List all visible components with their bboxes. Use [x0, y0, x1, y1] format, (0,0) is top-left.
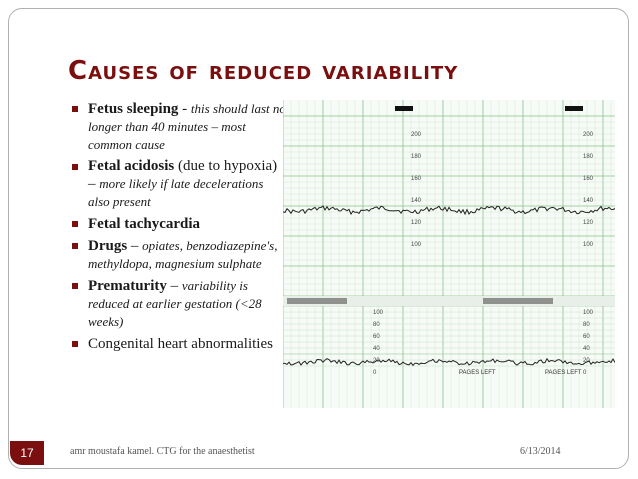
bullet-rest: Congenital heart abnormalities: [88, 336, 273, 352]
scale-tick-label: 0: [373, 370, 377, 376]
recorder-marker: [565, 106, 583, 111]
fhr-scale-labels: 200 200 180 180 160 160 140 140 120 120 100 100: [411, 132, 594, 248]
footer-date: 6/13/2014: [520, 446, 561, 457]
bullet-main: Fetal acidosis: [88, 158, 175, 174]
scale-tick-label: 0: [583, 370, 587, 376]
bullet-main: Prematurity: [88, 278, 167, 294]
scale-tick-label: 160: [411, 176, 422, 182]
toco-trace: [283, 357, 616, 367]
scale-tick-label: 80: [373, 322, 380, 328]
bullet-item: Prematurity – variability is reduced at …: [70, 277, 288, 331]
scale-tick-label: 60: [583, 334, 590, 340]
ctg-strip-text: [483, 298, 553, 304]
ctg-trace-image: 200 200 180 180 160 160 140 140 120 120 100 100 100…: [282, 100, 616, 408]
bullet-marker: [72, 341, 78, 347]
slide-number-badge: 17: [10, 441, 44, 465]
bullet-marker: [72, 106, 78, 112]
scale-tick-label: 120: [411, 220, 422, 226]
bullet-marker: [72, 221, 78, 227]
scale-tick-label: 40: [583, 346, 590, 352]
bullet-marker: [72, 243, 78, 249]
scale-tick-label: 80: [583, 322, 590, 328]
pages-left-label: PAGES LEFT: [459, 370, 496, 376]
bullet-rest: –: [127, 238, 143, 254]
ctg-grid: [282, 100, 615, 408]
scale-tick-label: 100: [583, 310, 594, 316]
bullet-item: Fetal acidosis (due to hypoxia) – more l…: [70, 158, 288, 211]
bullet-marker: [72, 283, 78, 289]
fhr-trace: [282, 205, 616, 216]
bullet-note: this should last no longer than 40 minut…: [88, 101, 286, 152]
bullet-rest: –: [166, 278, 182, 294]
scale-tick-label: 200: [411, 132, 422, 138]
scale-tick-label: 200: [583, 132, 594, 138]
scale-tick-label: 140: [411, 198, 422, 204]
bullet-item: Drugs – opiates, benzodiazepine's, methy…: [70, 237, 288, 273]
bullet-list: Fetus sleeping - this should last no lon…: [70, 100, 288, 357]
scale-tick-label: 180: [411, 154, 422, 160]
bullet-main: Drugs: [88, 238, 128, 254]
scale-tick-label: 160: [583, 176, 594, 182]
scale-tick-label: 120: [583, 220, 594, 226]
bullet-note: variability is reduced at earlier gestat…: [88, 278, 262, 329]
bullet-main: Fetus sleeping: [88, 101, 179, 117]
bullet-item: Fetal tachycardia: [70, 215, 288, 233]
bullet-marker: [72, 164, 78, 170]
bullet-item: Fetus sleeping - this should last no lon…: [70, 100, 288, 154]
footer-text: amr moustafa kamel. CTG for the anaesthe…: [70, 446, 255, 457]
scale-tick-label: 20: [583, 358, 590, 364]
scale-tick-label: 100: [583, 242, 594, 248]
ctg-strip-header: [283, 296, 615, 306]
scale-tick-label: 140: [583, 198, 594, 204]
bullet-rest: (due to hypoxia) –: [88, 158, 278, 192]
scale-tick-label: 180: [583, 154, 594, 160]
scale-tick-label: 100: [373, 310, 384, 316]
scale-tick-label: 40: [373, 346, 380, 352]
bullet-item: Congenital heart abnormalities: [70, 335, 288, 353]
scale-tick-label: 60: [373, 334, 380, 340]
bullet-main: Fetal tachycardia: [88, 216, 201, 232]
ctg-strip-text: [287, 298, 347, 304]
pages-left-label: PAGES LEFT: [545, 370, 582, 376]
bullet-note: more likely if late decelerations also p…: [88, 176, 264, 209]
slide-border: [8, 8, 629, 469]
slide-title: Causes of reduced variability: [68, 56, 459, 86]
bullet-note: opiates, benzodiazepine's, methyldopa, m…: [88, 238, 278, 271]
bullet-rest: -: [178, 101, 191, 117]
scale-tick-label: 100: [411, 242, 422, 248]
recorder-marker: [395, 106, 413, 111]
